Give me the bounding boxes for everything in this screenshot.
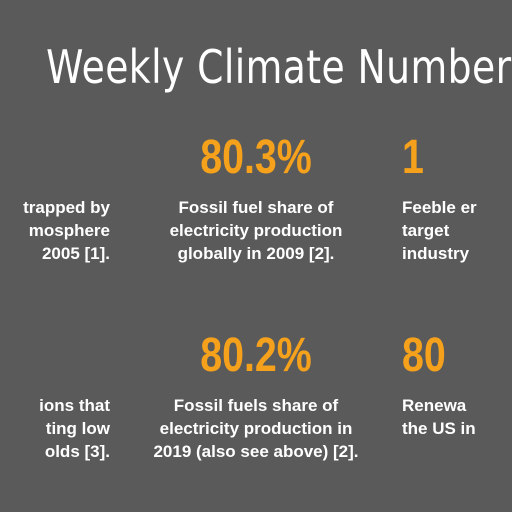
page-title: Weekly Climate Numbers bbox=[46, 40, 512, 94]
stat-value: 1 bbox=[402, 131, 424, 184]
stat-card-right-bottom: 80 Renewa the US in bbox=[402, 328, 512, 440]
stat-value: 80 bbox=[402, 329, 446, 382]
stat-value: 80.3% bbox=[200, 131, 312, 184]
stat-card-center-bottom: 80.2% Fossil fuels share of electricity … bbox=[146, 328, 366, 463]
stat-card-right-top: 1 Feeble er target industry bbox=[402, 130, 512, 265]
stat-description: Fossil fuels share of electricity produc… bbox=[153, 396, 359, 461]
stat-description: ions that ting low olds [3]. bbox=[39, 396, 110, 461]
stat-value bbox=[0, 328, 110, 384]
stat-value bbox=[0, 130, 110, 186]
stat-card-left-bottom: ions that ting low olds [3]. bbox=[0, 328, 110, 463]
stat-value: 80.2% bbox=[200, 329, 312, 382]
stat-description: Feeble er target industry bbox=[402, 198, 477, 263]
stat-description: trapped by mosphere 2005 [1]. bbox=[23, 198, 110, 263]
stat-card-center-top: 80.3% Fossil fuel share of electricity p… bbox=[146, 130, 366, 265]
stat-card-left-top: trapped by mosphere 2005 [1]. bbox=[0, 130, 110, 265]
stat-description: Renewa the US in bbox=[402, 396, 476, 438]
stat-description: Fossil fuel share of electricity product… bbox=[169, 198, 343, 263]
